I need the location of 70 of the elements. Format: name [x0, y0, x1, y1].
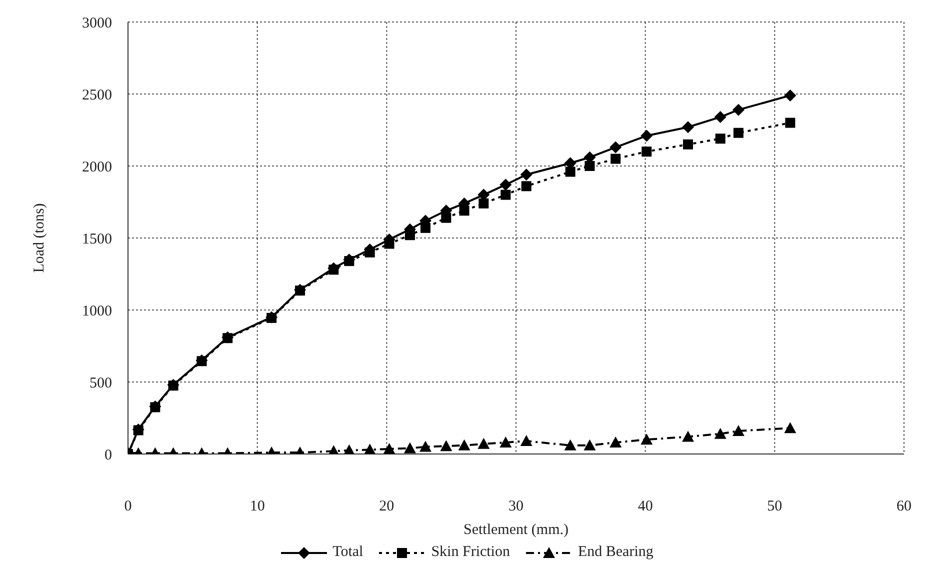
point [683, 139, 694, 150]
point [584, 161, 595, 171]
point [784, 422, 796, 434]
x-tick-label: 0 [124, 498, 132, 515]
x-tick-label: 20 [379, 498, 394, 515]
y-tick-label: 500 [90, 375, 112, 392]
y-tick-label: 1000 [82, 303, 112, 320]
point [610, 436, 622, 448]
x-tick-label: 40 [638, 498, 653, 515]
point [420, 222, 430, 233]
point [440, 440, 452, 452]
point [682, 121, 694, 134]
y-tick-label: 3000 [82, 15, 112, 32]
point [732, 104, 744, 116]
point [196, 356, 207, 366]
legend-label: Total [332, 544, 364, 561]
point [584, 439, 596, 450]
point [784, 89, 796, 102]
y-tick-label: 1500 [82, 231, 112, 248]
point [521, 181, 532, 192]
point [295, 286, 306, 296]
point [565, 166, 576, 177]
point [714, 428, 726, 439]
point [640, 434, 653, 445]
point [520, 168, 532, 181]
x-axis-title: Settlement (mm.) [464, 522, 568, 538]
point [610, 141, 622, 154]
point [168, 380, 178, 391]
point [478, 438, 490, 449]
point [458, 439, 470, 450]
point [478, 198, 489, 208]
point [715, 134, 726, 144]
point [364, 247, 375, 258]
y-axis-title: Load (tons) [31, 203, 48, 273]
point [500, 190, 511, 200]
point [733, 128, 744, 138]
point [383, 442, 396, 454]
y-tick-label: 0 [104, 447, 112, 464]
point [404, 442, 416, 454]
point [640, 130, 653, 142]
x-tick-label: 50 [767, 498, 782, 515]
point [266, 312, 277, 323]
point [642, 146, 652, 157]
legend-label: Skin Friction [431, 544, 510, 561]
point [459, 206, 470, 216]
x-tick-label: 30 [508, 498, 524, 515]
point [344, 256, 354, 266]
point [441, 212, 452, 223]
point [500, 178, 512, 191]
point [133, 425, 144, 436]
x-tick-label: 60 [896, 498, 912, 515]
point [222, 333, 233, 344]
point [404, 230, 415, 240]
y-tick-label: 2500 [82, 87, 112, 104]
point [564, 439, 576, 450]
point [419, 440, 432, 452]
x-tick-label: 10 [250, 498, 265, 515]
point [150, 402, 160, 412]
point [328, 264, 339, 275]
legend-label: End Bearing [578, 544, 654, 561]
point [520, 435, 532, 446]
point [364, 444, 376, 454]
point [500, 436, 512, 448]
point [714, 111, 726, 124]
point [682, 430, 694, 442]
y-tick-label: 2000 [82, 159, 112, 176]
point [732, 424, 744, 436]
point [384, 238, 394, 249]
point [610, 154, 621, 164]
point [785, 118, 796, 128]
